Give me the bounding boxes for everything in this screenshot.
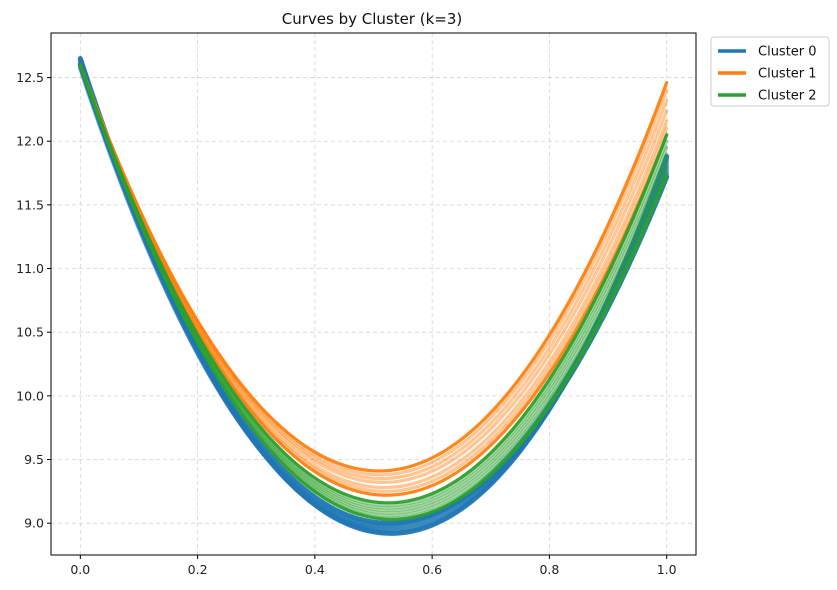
x-tick-label: 0.6: [422, 562, 442, 577]
x-axis-ticks: 0.0 0.2 0.4 0.6 0.8 1.0: [70, 555, 677, 577]
series-curve: [78, 63, 669, 477]
plot-frame: [50, 32, 697, 556]
y-tick-label: 10.5: [16, 325, 44, 340]
chart-title: Curves by Cluster (k=3): [282, 10, 463, 28]
x-tick-label: 0.2: [188, 562, 208, 577]
series-curve: [78, 63, 669, 510]
curve-layer: [77, 55, 670, 536]
series-curve: [78, 63, 669, 507]
series-curve: [78, 63, 669, 485]
legend-label: Cluster 2: [758, 89, 817, 104]
series-curve: [78, 63, 669, 521]
series-curve: [77, 62, 670, 526]
x-tick-label: 0.8: [539, 562, 559, 577]
y-tick-label: 9.0: [24, 516, 44, 531]
y-axis-ticks: 9.0 9.5 10.0 10.5 11.0 11.5 12.0 12.5: [16, 70, 51, 531]
x-tick-label: 1.0: [657, 562, 677, 577]
y-tick-label: 11.0: [16, 261, 44, 276]
x-tick-label: 0.4: [305, 562, 325, 577]
series-curve: [78, 63, 669, 505]
legend-label: Cluster 0: [758, 45, 817, 60]
y-tick-label: 12.0: [16, 134, 44, 149]
legend-label: Cluster 1: [758, 67, 817, 82]
legend-box: [710, 36, 830, 107]
legend: Cluster 0 Cluster 1 Cluster 2: [710, 36, 830, 107]
series-curve: [78, 63, 669, 473]
y-tick-label: 12.5: [16, 70, 44, 85]
y-tick-label: 10.0: [16, 388, 44, 403]
y-tick-label: 9.5: [24, 452, 44, 467]
series-curve: [78, 63, 669, 481]
x-tick-label: 0.0: [70, 562, 90, 577]
series-2: [78, 63, 669, 521]
grid-lines: [51, 33, 696, 555]
y-tick-label: 11.5: [16, 197, 44, 212]
